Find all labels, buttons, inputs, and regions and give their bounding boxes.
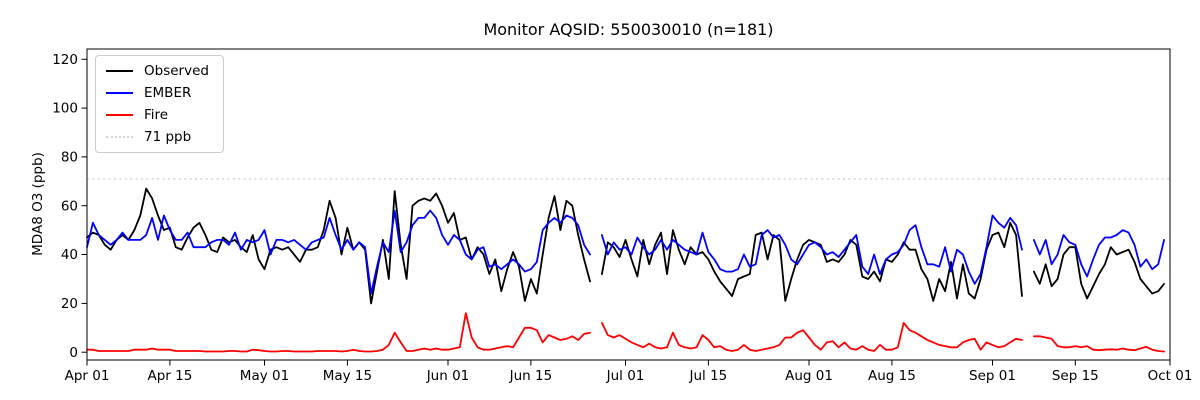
x-tick-label: Jun 15: [509, 368, 553, 384]
legend-line-sample: [106, 92, 133, 95]
y-tick-label: 60: [61, 198, 78, 214]
x-tick-label: Sep 15: [1052, 368, 1099, 384]
series-line-ember: [86, 209, 1165, 295]
legend: Observed EMBER Fire 71 ppb: [95, 55, 224, 154]
plot-border: [86, 48, 1171, 361]
y-tick-label: 120: [52, 52, 78, 68]
series-line-fire: [86, 312, 1165, 353]
legend-line-sample: [106, 70, 133, 73]
legend-line-sample: [106, 114, 133, 117]
x-tick-label: Jul 01: [606, 368, 645, 384]
x-tick-label: Oct 01: [1148, 368, 1193, 384]
series-line-observed: [86, 187, 1165, 305]
x-tick-label: May 01: [240, 368, 289, 384]
y-tick-label: 100: [52, 101, 78, 117]
y-tick-label: 0: [69, 345, 78, 361]
x-tick-label: Apr 01: [65, 368, 110, 384]
x-tick-label: Apr 15: [147, 368, 192, 384]
x-tick-label: Jul 15: [689, 368, 728, 384]
y-tick-label: 20: [61, 296, 78, 312]
legend-label: 71 ppb: [144, 128, 192, 145]
x-tick-label: May 15: [323, 368, 372, 384]
x-tick-label: Sep 01: [969, 368, 1016, 384]
legend-item-fire: Fire: [106, 106, 209, 123]
y-tick-label: 80: [61, 150, 78, 166]
x-tick-label: Aug 15: [868, 368, 916, 384]
legend-item-71-ppb: 71 ppb: [106, 128, 209, 145]
chart-title: Monitor AQSID: 550030010 (n=181): [483, 20, 774, 39]
x-tick-label: Aug 01: [785, 368, 833, 384]
legend-item-ember: EMBER: [106, 84, 209, 101]
legend-label: EMBER: [144, 84, 192, 101]
x-tick-label: Jun 01: [426, 368, 470, 384]
legend-label: Observed: [144, 63, 209, 79]
legend-item-observed: Observed: [106, 64, 209, 79]
legend-line-sample: [106, 135, 133, 138]
legend-label: Fire: [144, 106, 169, 123]
y-tick-label: 40: [61, 247, 78, 263]
